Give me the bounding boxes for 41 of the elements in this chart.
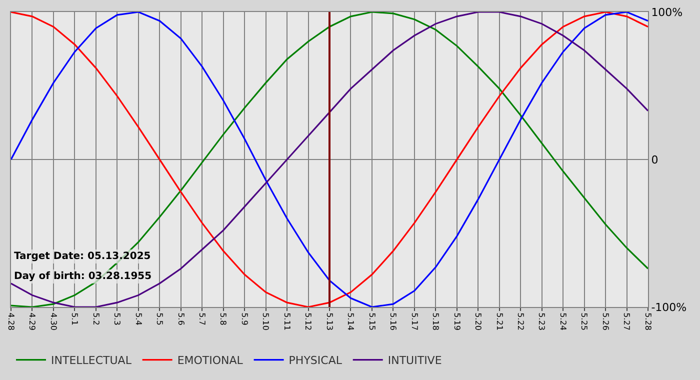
line-series [11,12,648,307]
x-tick-label: 5.3 [112,312,122,326]
annotation: Target Date: 05.13.2025 [14,251,151,262]
x-tick-label: 5.26 [600,312,610,330]
x-tick-label: 5.9 [240,312,249,326]
x-tick-label: 5.16 [388,312,398,330]
legend-label: EMOTIONAL [177,354,244,368]
x-tick-label: 5.7 [198,312,206,326]
x-tick-label: 5.11 [282,312,292,330]
x-tick-label: 5.13 [324,312,334,330]
x-tick-label: 5.2 [91,312,100,326]
x-tick-label: 5.22 [516,312,525,330]
annotation: Day of birth: 03.28.1955 [14,271,152,282]
x-tick-label: 5.24 [558,312,568,330]
x-tick-label: 5.12 [304,312,313,330]
legend-label: PHYSICAL [288,354,343,368]
x-tick-label: 5.17 [410,312,419,330]
x-tick-label: 5.27 [622,312,632,330]
x-tick-label: 5.23 [537,312,546,330]
x-tick-label: 5.21 [494,312,504,330]
x-tick-label: 5.20 [474,312,483,330]
y-tick-label: 0 [651,153,658,166]
x-tick-label: 5.8 [218,312,228,326]
y-tick-label: 100% [651,6,683,19]
x-tick-label: 5.14 [346,312,356,330]
x-tick-label: 5.4 [134,312,143,326]
y-tick-label: -100% [651,300,687,314]
x-tick-label: 5.28 [643,312,652,330]
x-tick-label: 5.6 [176,312,186,326]
x-tick-label: 5.15 [367,312,376,330]
x-tick-label: 5.18 [431,312,440,330]
x-tick-label: 4.29 [28,312,37,330]
x-tick-label: 5.19 [452,312,462,330]
legend-label: INTELLECTUAL [51,354,132,368]
x-tick-label: 5.5 [155,312,164,326]
legend-label: INTUITIVE [388,354,442,368]
x-tick-label: 4.28 [6,312,16,330]
x-tick-label: 5.1 [70,312,80,326]
x-tick-label: 5.10 [261,312,270,330]
x-tick-label: 5.25 [580,312,589,330]
x-tick-label: 4.30 [48,312,58,330]
